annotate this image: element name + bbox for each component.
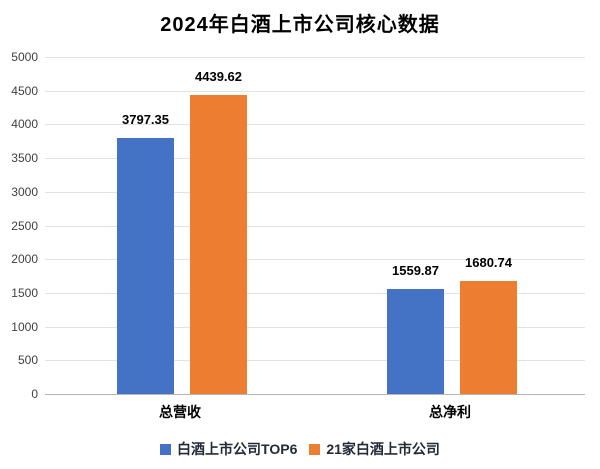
x-category-label-总净利: 总净利 [429, 404, 471, 420]
x-axis-line [45, 394, 585, 395]
y-tick-label-1500: 1500 [11, 285, 38, 300]
y-tick-label-4000: 4000 [11, 117, 38, 132]
data-label-总净利-白酒上市公司TOP6: 1559.87 [392, 262, 439, 278]
y-tick-label-500: 500 [17, 353, 38, 368]
legend-label-series1: 白酒上市公司TOP6 [177, 441, 298, 457]
gridline-4000 [45, 124, 585, 126]
y-tick-label-1000: 1000 [11, 319, 38, 334]
gridline-3500 [45, 158, 585, 160]
legend-label-series2: 21家白酒上市公司 [326, 441, 440, 457]
x-category-label-总营收: 总营收 [159, 404, 201, 420]
data-label-总营收-白酒上市公司TOP6: 3797.35 [122, 112, 169, 128]
gridline-5000 [45, 57, 585, 58]
plot-area: 3797.35 4439.62 1559.87 1680.74 [45, 57, 585, 395]
gridline-1500 [45, 292, 585, 294]
legend-swatch-orange-icon [309, 443, 321, 455]
bar-总净利-白酒上市公司TOP6: 1559.87 [387, 263, 444, 394]
bar-总营收-白酒上市公司TOP6: 3797.35 [117, 112, 174, 394]
y-tick-label-4500: 4500 [11, 83, 38, 98]
y-tick-label-2000: 2000 [11, 252, 38, 267]
y-tick-label-2500: 2500 [11, 218, 38, 233]
gridline-500 [45, 360, 585, 362]
y-axis: 0 500 1000 1500 2000 2500 3000 3500 4000 4500 5000 [0, 50, 38, 401]
chart-title: 2024年白酒上市公司核心数据 [160, 14, 440, 36]
bar-总净利-21家白酒上市公司: 1680.74 [460, 255, 517, 394]
y-tick-label-3000: 3000 [11, 184, 38, 199]
legend-item-series2: 21家白酒上市公司 [309, 439, 440, 459]
legend: 白酒上市公司TOP6 21家白酒上市公司 [0, 439, 600, 459]
legend-swatch-blue-icon [160, 443, 172, 455]
gridline-3000 [45, 191, 585, 193]
gridline-2000 [45, 259, 585, 261]
data-label-总营收-21家白酒上市公司: 4439.62 [195, 68, 242, 84]
legend-item-series1: 白酒上市公司TOP6 [160, 439, 297, 459]
gridline-4500 [45, 90, 585, 92]
data-label-总净利-21家白酒上市公司: 1680.74 [465, 254, 512, 270]
gridline-2500 [45, 225, 585, 227]
gridline-1000 [45, 326, 585, 328]
bar-总营收-21家白酒上市公司: 4439.62 [190, 69, 247, 394]
y-tick-label-3500: 3500 [11, 151, 38, 166]
y-tick-label-5000: 5000 [11, 50, 38, 64]
y-tick-label-0: 0 [31, 387, 38, 401]
